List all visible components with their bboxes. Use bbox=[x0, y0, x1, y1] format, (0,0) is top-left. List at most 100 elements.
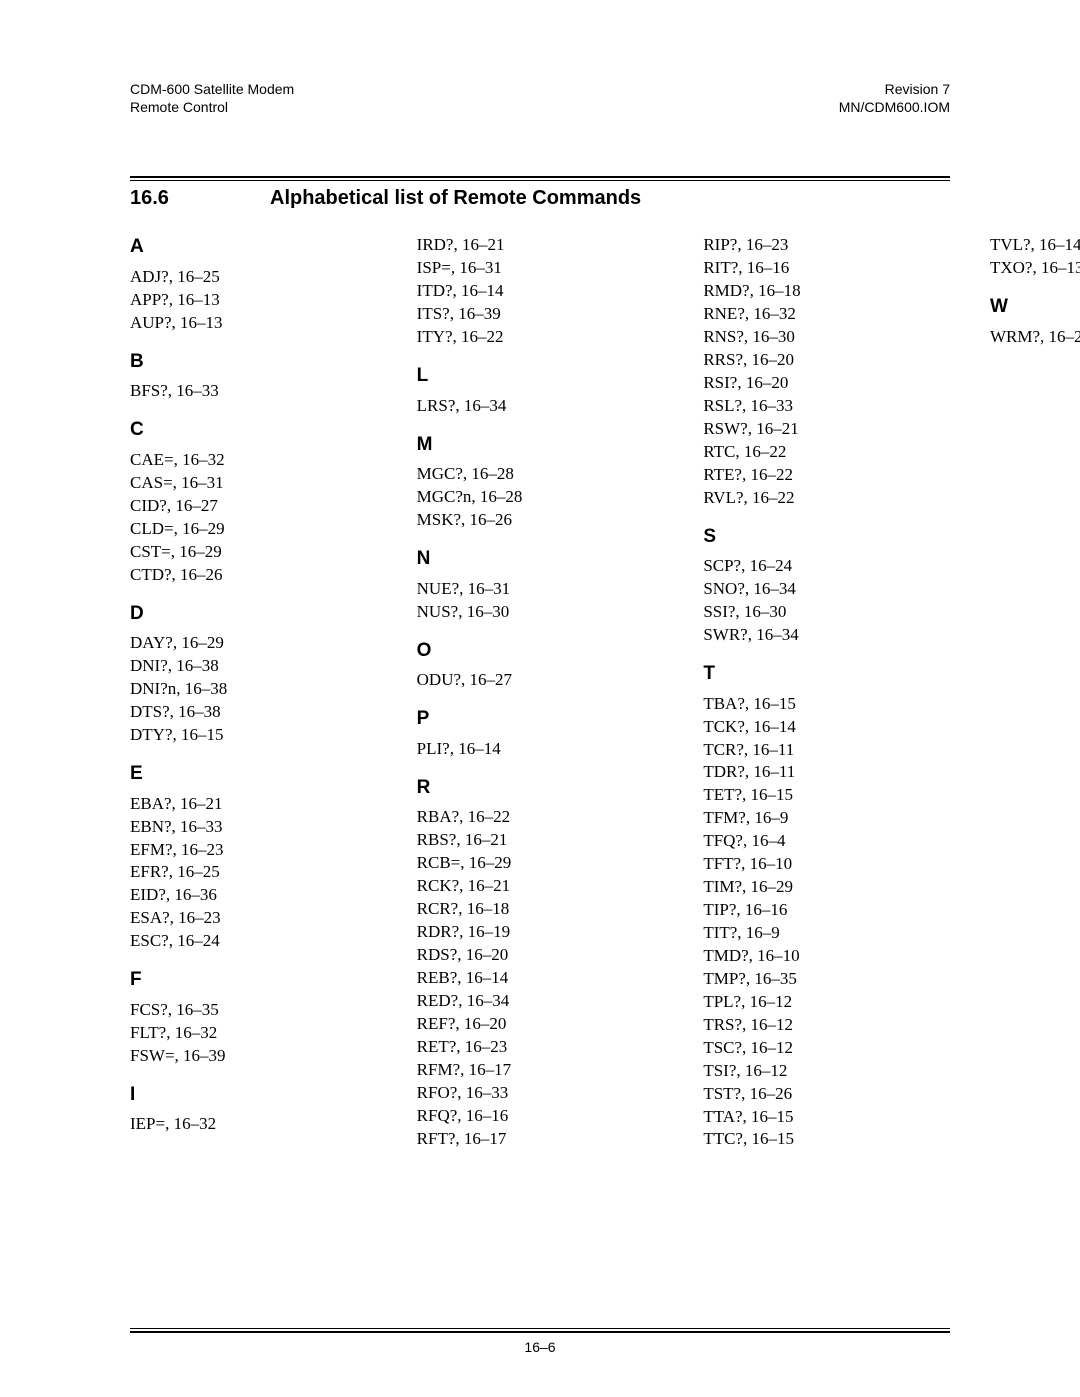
index-entry: LRS?, 16–34 bbox=[417, 395, 664, 418]
index-entry: PLI?, 16–14 bbox=[417, 738, 664, 761]
index-letter: M bbox=[417, 432, 664, 458]
index-letter: N bbox=[417, 546, 664, 572]
index-entry: RSL?, 16–33 bbox=[703, 395, 950, 418]
index-entry: ITS?, 16–39 bbox=[417, 303, 664, 326]
index-entry: TET?, 16–15 bbox=[703, 784, 950, 807]
index-entry: RCK?, 16–21 bbox=[417, 875, 664, 898]
index-entry: RFT?, 16–17 bbox=[417, 1128, 664, 1151]
index-entry: EFR?, 16–25 bbox=[130, 861, 377, 884]
index-entry: ESC?, 16–24 bbox=[130, 930, 377, 953]
index-entry: DTS?, 16–38 bbox=[130, 701, 377, 724]
header-docid: MN/CDM600.IOM bbox=[839, 98, 950, 116]
index-entry: RMD?, 16–18 bbox=[703, 280, 950, 303]
index-letter: D bbox=[130, 601, 377, 627]
index-entry: NUS?, 16–30 bbox=[417, 601, 664, 624]
index-entry: RSI?, 16–20 bbox=[703, 372, 950, 395]
index-entry: RET?, 16–23 bbox=[417, 1036, 664, 1059]
index-entry: TCK?, 16–14 bbox=[703, 716, 950, 739]
index-letter: A bbox=[130, 234, 377, 260]
index-entry: RTE?, 16–22 bbox=[703, 464, 950, 487]
index-entry: CLD=, 16–29 bbox=[130, 518, 377, 541]
index-entry: RFO?, 16–33 bbox=[417, 1082, 664, 1105]
index-entry: TBA?, 16–15 bbox=[703, 693, 950, 716]
index-letter: F bbox=[130, 967, 377, 993]
index-entry: BFS?, 16–33 bbox=[130, 380, 377, 403]
index-entry: TFT?, 16–10 bbox=[703, 853, 950, 876]
section-title: Alphabetical list of Remote Commands bbox=[270, 187, 641, 210]
index-entry: NUE?, 16–31 bbox=[417, 578, 664, 601]
index-entry: ODU?, 16–27 bbox=[417, 669, 664, 692]
index-entry: RFM?, 16–17 bbox=[417, 1059, 664, 1082]
index-letter: B bbox=[130, 349, 377, 375]
index-entry: RCR?, 16–18 bbox=[417, 898, 664, 921]
index-entry: REB?, 16–14 bbox=[417, 967, 664, 990]
index-entry: TFM?, 16–9 bbox=[703, 807, 950, 830]
header-revision: Revision 7 bbox=[839, 80, 950, 98]
index-entry: FLT?, 16–32 bbox=[130, 1022, 377, 1045]
index-entry: TTC?, 16–15 bbox=[703, 1128, 950, 1151]
index-letter: S bbox=[703, 524, 950, 550]
index-entry: SSI?, 16–30 bbox=[703, 601, 950, 624]
index-entry: RIT?, 16–16 bbox=[703, 257, 950, 280]
index-entry: CAS=, 16–31 bbox=[130, 472, 377, 495]
index-entry: MSK?, 16–26 bbox=[417, 509, 664, 532]
index-letter: P bbox=[417, 706, 664, 732]
page-number: 16–6 bbox=[0, 1339, 1080, 1355]
index-entry: RDR?, 16–19 bbox=[417, 921, 664, 944]
index-entry: RBA?, 16–22 bbox=[417, 806, 664, 829]
header-right: Revision 7 MN/CDM600.IOM bbox=[839, 80, 950, 116]
rule-bottom bbox=[130, 1328, 950, 1333]
index-entry: TVL?, 16–14 bbox=[990, 234, 1080, 257]
index-entry: RFQ?, 16–16 bbox=[417, 1105, 664, 1128]
index-entry: TMP?, 16–35 bbox=[703, 968, 950, 991]
index-entry: RED?, 16–34 bbox=[417, 990, 664, 1013]
index-entry: CID?, 16–27 bbox=[130, 495, 377, 518]
index-entry: TSC?, 16–12 bbox=[703, 1037, 950, 1060]
index-letter: W bbox=[990, 294, 1080, 320]
index-entry: DTY?, 16–15 bbox=[130, 724, 377, 747]
index-entry: TPL?, 16–12 bbox=[703, 991, 950, 1014]
index-entry: TMD?, 16–10 bbox=[703, 945, 950, 968]
section-heading: 16.6 Alphabetical list of Remote Command… bbox=[130, 187, 950, 210]
index-entry: AUP?, 16–13 bbox=[130, 312, 377, 335]
index-entry: SWR?, 16–34 bbox=[703, 624, 950, 647]
index-entry: TIM?, 16–29 bbox=[703, 876, 950, 899]
index-entry: EFM?, 16–23 bbox=[130, 839, 377, 862]
index-entry: TTA?, 16–15 bbox=[703, 1106, 950, 1129]
index-entry: SCP?, 16–24 bbox=[703, 555, 950, 578]
section-number: 16.6 bbox=[130, 187, 270, 210]
index-entry: RBS?, 16–21 bbox=[417, 829, 664, 852]
index-entry: EBN?, 16–33 bbox=[130, 816, 377, 839]
index-columns: AADJ?, 16–25APP?, 16–13AUP?, 16–13BBFS?,… bbox=[130, 234, 950, 1154]
index-letter: E bbox=[130, 761, 377, 787]
index-letter: T bbox=[703, 661, 950, 687]
index-entry: RSW?, 16–21 bbox=[703, 418, 950, 441]
index-entry: SNO?, 16–34 bbox=[703, 578, 950, 601]
index-entry: TSI?, 16–12 bbox=[703, 1060, 950, 1083]
index-entry: TIT?, 16–9 bbox=[703, 922, 950, 945]
index-entry: RDS?, 16–20 bbox=[417, 944, 664, 967]
index-entry: TCR?, 16–11 bbox=[703, 739, 950, 762]
header-product: CDM-600 Satellite Modem bbox=[130, 80, 294, 98]
index-entry: RTC, 16–22 bbox=[703, 441, 950, 464]
index-entry: DNI?, 16–38 bbox=[130, 655, 377, 678]
index-entry: ISP=, 16–31 bbox=[417, 257, 664, 280]
index-letter: C bbox=[130, 417, 377, 443]
index-entry: ITY?, 16–22 bbox=[417, 326, 664, 349]
index-entry: RNS?, 16–30 bbox=[703, 326, 950, 349]
index-entry: FCS?, 16–35 bbox=[130, 999, 377, 1022]
index-entry: TFQ?, 16–4 bbox=[703, 830, 950, 853]
index-entry: DNI?n, 16–38 bbox=[130, 678, 377, 701]
index-entry: TRS?, 16–12 bbox=[703, 1014, 950, 1037]
index-entry: MGC?n, 16–28 bbox=[417, 486, 664, 509]
index-entry: RCB=, 16–29 bbox=[417, 852, 664, 875]
index-letter: O bbox=[417, 638, 664, 664]
index-letter: L bbox=[417, 363, 664, 389]
index-entry: CST=, 16–29 bbox=[130, 541, 377, 564]
index-entry: ADJ?, 16–25 bbox=[130, 266, 377, 289]
index-letter: R bbox=[417, 775, 664, 801]
index-entry: RVL?, 16–22 bbox=[703, 487, 950, 510]
index-entry: ITD?, 16–14 bbox=[417, 280, 664, 303]
index-entry: MGC?, 16–28 bbox=[417, 463, 664, 486]
index-letter: I bbox=[130, 1082, 377, 1108]
